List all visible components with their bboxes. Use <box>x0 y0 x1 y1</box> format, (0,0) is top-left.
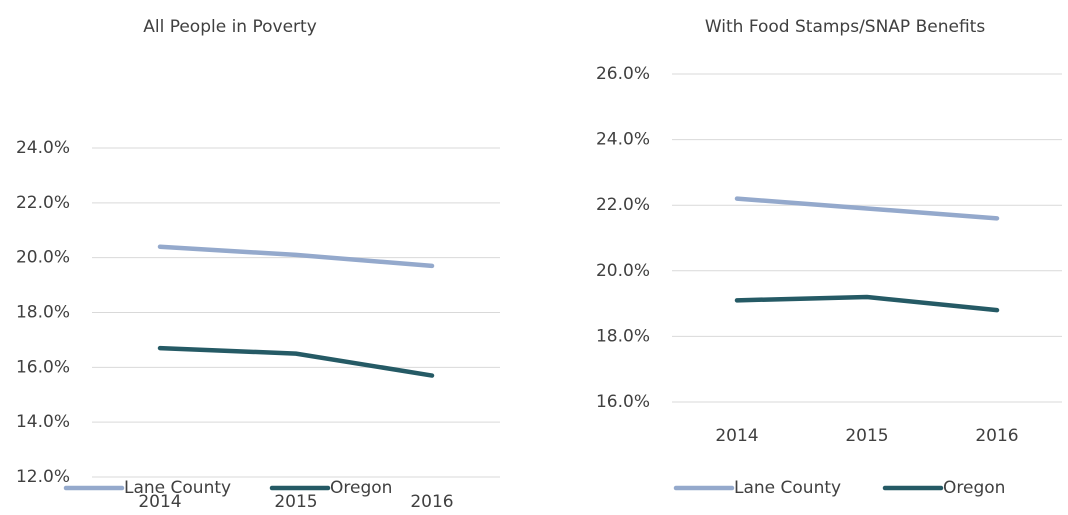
y-tick-label: 14.0% <box>16 412 70 432</box>
series-line <box>734 196 1000 221</box>
y-tick-label: 24.0% <box>16 138 70 158</box>
legend-label: Oregon <box>330 478 392 498</box>
y-tick-label: 12.0% <box>16 467 70 487</box>
x-tick-label: 2014 <box>138 492 181 512</box>
legend-label: Oregon <box>943 478 1005 498</box>
y-tick-label: 26.0% <box>596 64 650 84</box>
x-tick-label: 2015 <box>274 492 317 512</box>
y-tick-label: 16.0% <box>596 392 650 412</box>
legend-label: Lane County <box>734 478 841 498</box>
y-tick-label: 24.0% <box>596 130 650 150</box>
y-tick-label: 18.0% <box>596 326 650 346</box>
series-line <box>734 294 1000 313</box>
x-tick-label: 2014 <box>715 426 758 446</box>
series-line <box>157 244 435 269</box>
x-tick-label: 2016 <box>975 426 1018 446</box>
y-tick-label: 20.0% <box>596 261 650 281</box>
legend-label: Lane County <box>124 478 231 498</box>
series-line <box>157 345 435 378</box>
x-tick-label: 2015 <box>845 426 888 446</box>
chart-title: All People in Poverty <box>143 17 317 37</box>
chart-title: With Food Stamps/SNAP Benefits <box>705 17 986 37</box>
y-tick-label: 20.0% <box>16 248 70 268</box>
y-tick-label: 22.0% <box>596 195 650 215</box>
y-tick-label: 16.0% <box>16 357 70 377</box>
y-tick-label: 18.0% <box>16 303 70 323</box>
x-tick-label: 2016 <box>410 492 453 512</box>
y-tick-label: 22.0% <box>16 193 70 213</box>
